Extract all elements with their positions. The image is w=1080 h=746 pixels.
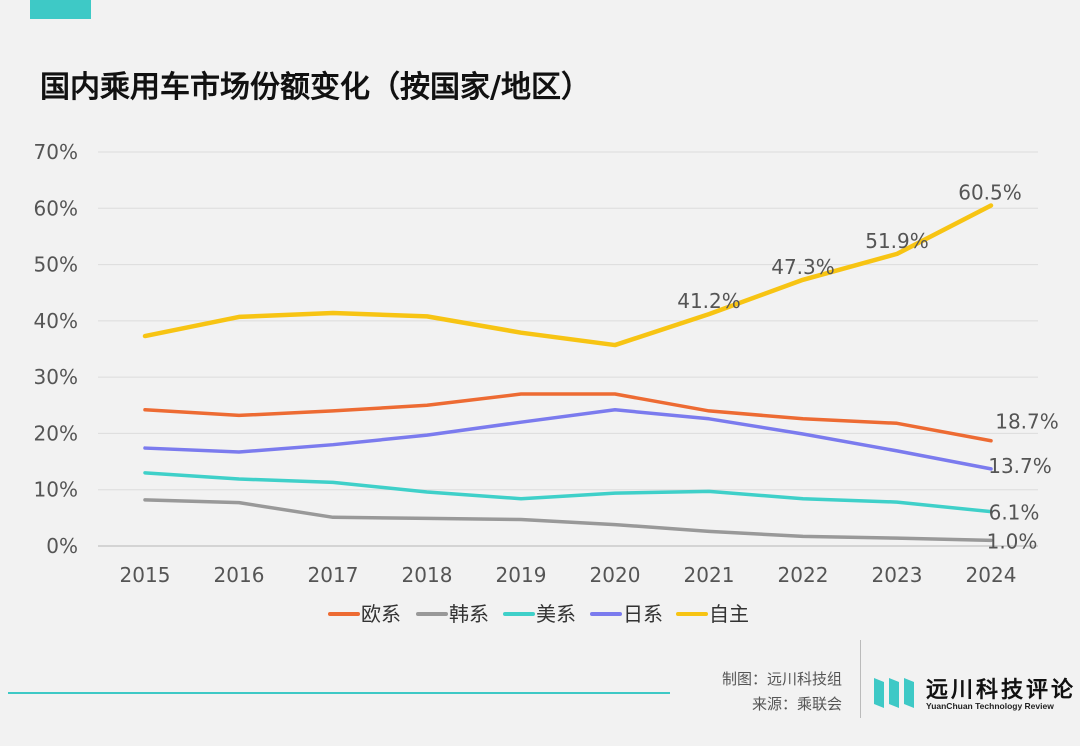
- legend: 欧系 韩系 美系 日系 自主: [328, 602, 749, 626]
- data-label: 51.9%: [865, 229, 929, 253]
- brand-name-cn: 远川科技评论: [926, 678, 1077, 703]
- x-tick-label: 2023: [872, 563, 923, 587]
- x-axis-ticks: 2015 2016 2017 2018 2019 2020 2021 2022 2023 2024: [120, 563, 1017, 587]
- data-label: 47.3%: [771, 255, 835, 279]
- grid-lines: [98, 151, 1038, 547]
- series-line: [143, 498, 993, 543]
- legend-label: 自主: [709, 602, 749, 626]
- data-label: 18.7%: [995, 410, 1059, 434]
- y-tick-label: 10%: [34, 478, 78, 502]
- series-lines: [142, 203, 994, 543]
- y-tick-label: 20%: [34, 421, 78, 445]
- data-label: 60.5%: [958, 180, 1022, 204]
- data-labels: 18.7% 1.0% 6.1% 13.7% 41.2% 47.3% 51.9% 60.5%: [677, 180, 1059, 553]
- data-label: 1.0%: [987, 529, 1038, 553]
- series-line: [143, 408, 993, 471]
- credit-source: 来源：乘联会: [751, 695, 842, 713]
- x-tick-label: 2016: [214, 563, 265, 587]
- legend-label: 美系: [536, 602, 576, 626]
- data-label: 13.7%: [988, 454, 1052, 478]
- legend-label: 日系: [623, 602, 663, 626]
- logo-divider: [860, 640, 861, 718]
- x-tick-label: 2017: [308, 563, 359, 587]
- y-tick-label: 60%: [34, 196, 78, 220]
- x-tick-label: 2015: [120, 563, 171, 587]
- x-tick-label: 2019: [496, 563, 547, 587]
- footer-divider: [8, 692, 670, 694]
- x-tick-label: 2020: [590, 563, 641, 587]
- x-tick-label: 2024: [966, 563, 1017, 587]
- series-line: [143, 392, 993, 443]
- y-tick-label: 0%: [46, 534, 78, 558]
- y-tick-label: 30%: [34, 365, 78, 389]
- credit-maker: 制图：远川科技组: [721, 670, 842, 688]
- legend-label: 欧系: [361, 602, 401, 626]
- x-tick-label: 2018: [402, 563, 453, 587]
- series-line: [142, 203, 994, 348]
- y-tick-label: 50%: [34, 253, 78, 277]
- y-axis-ticks: 0% 10% 20% 30% 40% 50% 60% 70%: [34, 140, 78, 558]
- x-tick-label: 2022: [778, 563, 829, 587]
- legend-label: 韩系: [449, 602, 489, 626]
- data-label: 41.2%: [677, 289, 741, 313]
- y-tick-label: 40%: [34, 309, 78, 333]
- brand-logo-icon: [874, 678, 914, 708]
- y-tick-label: 70%: [34, 140, 78, 164]
- data-label: 6.1%: [989, 501, 1040, 525]
- chart-title: 国内乘用车市场份额变化（按国家/地区）: [40, 70, 591, 105]
- series-line: [143, 471, 993, 514]
- brand-name-en: YuanChuan Technology Review: [926, 701, 1054, 711]
- x-tick-label: 2021: [684, 563, 735, 587]
- accent-bar: [30, 0, 91, 19]
